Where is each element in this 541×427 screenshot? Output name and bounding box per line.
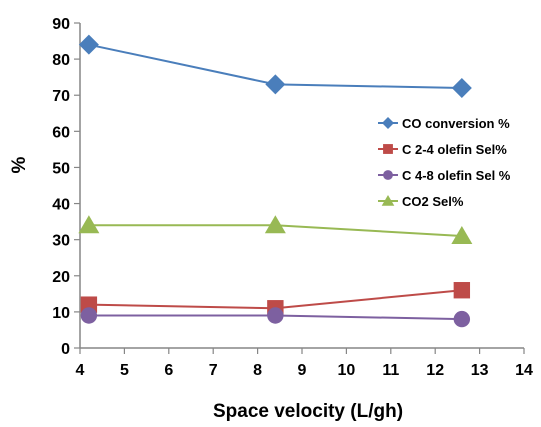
legend-item: C 4-8 olefin Sel %	[378, 168, 511, 183]
legend-item: CO2 Sel%	[378, 194, 464, 209]
legend-item: CO conversion %	[378, 116, 510, 131]
legend-label: C 2-4 olefin Sel%	[402, 142, 507, 157]
x-axis-title: Space velocity (L/gh)	[213, 401, 403, 422]
legend-marker-triangle	[381, 195, 395, 206]
series-circle	[80, 307, 471, 328]
series-diamond	[78, 34, 472, 98]
x-tick-label: 13	[471, 362, 489, 379]
legend-marker-diamond	[382, 117, 394, 129]
y-tick-label: 70	[52, 88, 70, 105]
x-tick-label: 9	[298, 362, 307, 379]
x-tick-label: 5	[120, 362, 129, 379]
x-tick-label: 10	[338, 362, 356, 379]
x-tick-label: 8	[253, 362, 262, 379]
y-axis-title: %	[9, 156, 30, 173]
y-tick-label: 50	[52, 160, 70, 177]
y-tick-label: 80	[52, 52, 70, 69]
data-point-circle	[267, 307, 284, 324]
y-tick-label: 90	[52, 16, 70, 33]
y-tick-label: 20	[52, 269, 70, 286]
y-tick-label: 30	[52, 233, 70, 250]
series-triangle	[78, 215, 473, 245]
legend-label: C 4-8 olefin Sel %	[402, 168, 511, 183]
data-point-circle	[453, 310, 471, 328]
y-tick-label: 10	[52, 305, 70, 322]
data-point-diamond	[78, 34, 99, 55]
legend: CO conversion % C 2-4 olefin Sel% C 4-8 ol…	[378, 116, 511, 209]
legend-marker-square	[383, 144, 393, 154]
x-tick-label: 14	[515, 362, 533, 379]
data-point-triangle	[264, 215, 286, 234]
legend-label: CO2 Sel%	[402, 194, 464, 209]
x-tick-label: 11	[382, 362, 399, 379]
axes: 0 10 20 30 40 50 60 70 80 90 4 5 6 7 8 9 10 11 12 13 14	[52, 16, 533, 379]
x-tick-label: 6	[164, 362, 173, 379]
x-tick-label: 7	[209, 362, 218, 379]
y-tick-label: 40	[52, 197, 70, 214]
x-tick-label: 12	[426, 362, 444, 379]
x-tick-label: 4	[76, 362, 85, 379]
data-point-circle	[80, 307, 98, 324]
legend-item: C 2-4 olefin Sel%	[378, 142, 507, 157]
data-point-triangle	[451, 226, 473, 245]
y-tick-label: 60	[52, 124, 70, 141]
legend-marker-circle	[383, 170, 393, 180]
y-tick-label: 0	[61, 341, 70, 358]
data-point-triangle	[78, 215, 100, 234]
data-point-diamond	[265, 74, 286, 95]
legend-label: CO conversion %	[402, 116, 510, 131]
data-point-diamond	[451, 78, 472, 98]
series-layer	[78, 34, 473, 328]
data-point-square	[453, 282, 471, 299]
